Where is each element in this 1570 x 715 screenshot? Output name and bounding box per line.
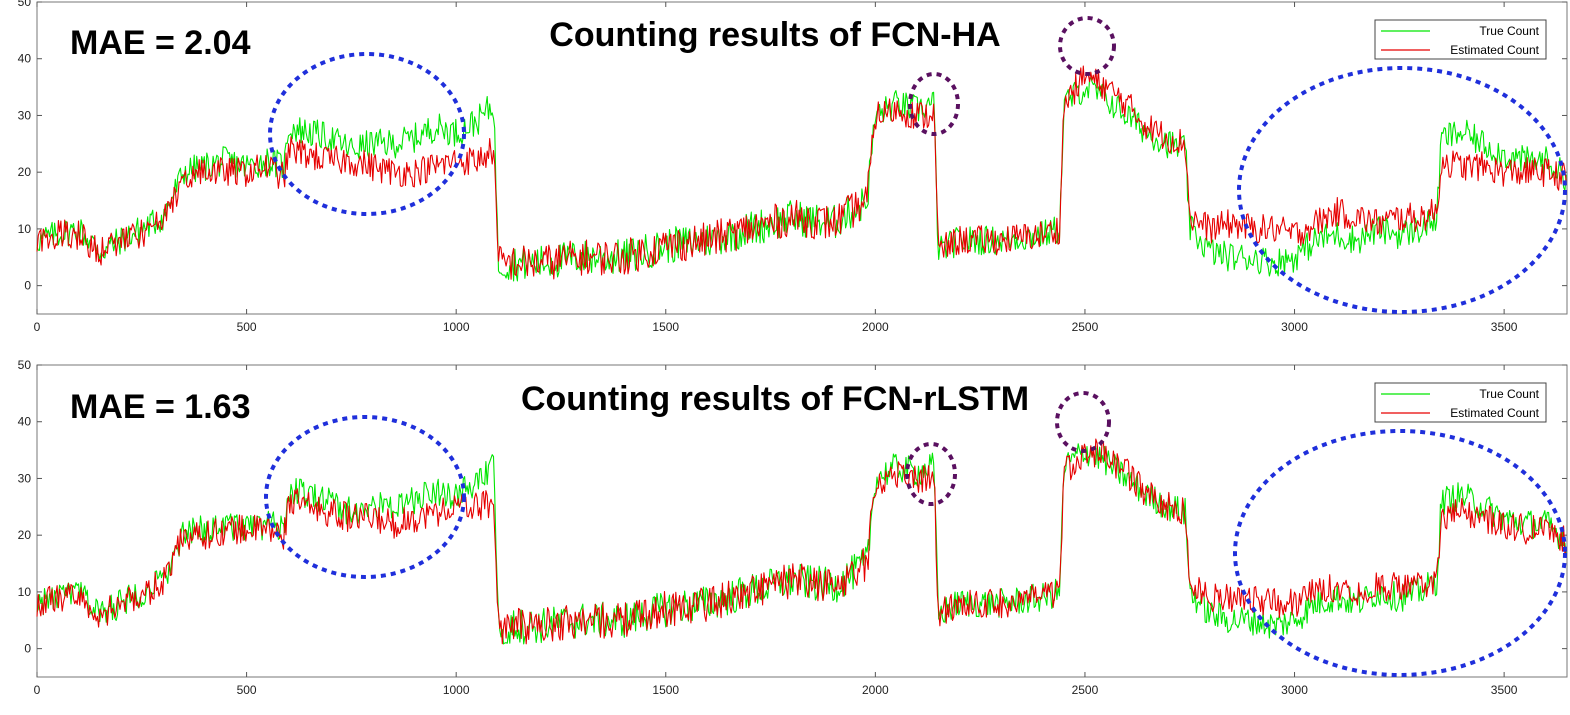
series-line-estimated-count xyxy=(36,65,1567,280)
legend-box xyxy=(1374,19,1547,60)
y-tick-label: 30 xyxy=(18,108,32,122)
peak-ellipse xyxy=(1055,391,1111,453)
y-tick-label: 40 xyxy=(18,52,32,66)
x-tick-label: 500 xyxy=(237,683,257,697)
x-tick-label: 0 xyxy=(34,320,41,334)
x-tick-label: 3000 xyxy=(1281,320,1308,334)
y-tick-label: 10 xyxy=(18,222,32,236)
x-tick-label: 3000 xyxy=(1281,683,1308,697)
y-tick-label: 30 xyxy=(18,471,32,485)
series-line-estimated-count xyxy=(36,438,1567,645)
highlight-ellipse xyxy=(1237,66,1567,314)
chart-title: Counting results of FCN-rLSTM xyxy=(521,380,1029,418)
y-tick-label: 40 xyxy=(18,415,32,429)
y-tick-label: 20 xyxy=(18,165,32,179)
legend-label: True Count xyxy=(1479,387,1539,401)
x-tick-label: 3500 xyxy=(1491,683,1518,697)
chart-title: Counting results of FCN-HA xyxy=(549,16,1000,54)
y-tick-label: 0 xyxy=(24,279,31,293)
x-tick-label: 2500 xyxy=(1072,320,1099,334)
y-tick-label: 50 xyxy=(18,358,32,372)
legend-label: True Count xyxy=(1479,24,1539,38)
highlight-ellipse xyxy=(1233,429,1567,677)
x-tick-label: 2500 xyxy=(1072,683,1099,697)
y-tick-label: 10 xyxy=(18,585,32,599)
x-tick-label: 1000 xyxy=(443,683,470,697)
y-tick-label: 0 xyxy=(24,642,31,656)
x-tick-label: 1500 xyxy=(652,320,679,334)
x-tick-label: 1000 xyxy=(443,320,470,334)
x-tick-label: 2000 xyxy=(862,683,889,697)
legend-box xyxy=(1374,382,1547,423)
x-tick-label: 1500 xyxy=(652,683,679,697)
peak-ellipse xyxy=(908,72,960,136)
peak-ellipse xyxy=(905,442,957,506)
y-tick-label: 20 xyxy=(18,528,32,542)
legend-label: Estimated Count xyxy=(1450,406,1539,420)
plot-area xyxy=(36,364,1568,678)
legend: True Count Estimated Count xyxy=(1374,382,1547,423)
legend-label: Estimated Count xyxy=(1450,43,1539,57)
x-tick-label: 3500 xyxy=(1491,320,1518,334)
x-tick-label: 500 xyxy=(237,320,257,334)
x-tick-label: 0 xyxy=(34,683,41,697)
mae-annotation: MAE = 2.04 xyxy=(70,24,251,62)
x-tick-label: 2000 xyxy=(862,320,889,334)
y-tick-label: 50 xyxy=(18,0,32,9)
plot-area xyxy=(36,1,1568,315)
peak-ellipse xyxy=(1058,16,1116,76)
legend: True Count Estimated Count xyxy=(1374,19,1547,60)
highlight-ellipse xyxy=(264,415,466,579)
mae-annotation: MAE = 1.63 xyxy=(70,388,250,426)
highlight-ellipse xyxy=(268,52,466,216)
series-line-true-count xyxy=(36,77,1567,282)
